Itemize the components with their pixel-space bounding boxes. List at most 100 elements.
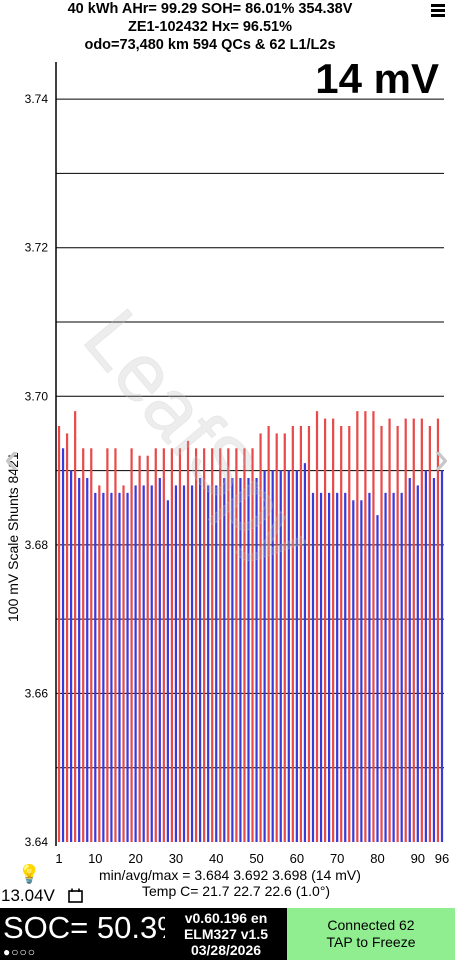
soc-readout: SOC= 50.3% (3, 910, 185, 945)
cell-bar-31 (178, 448, 182, 842)
cell-bar-4 (70, 470, 73, 842)
cell-bar-66 (319, 492, 323, 842)
cell-bar-84 (392, 492, 395, 842)
cell-bar-67 (323, 418, 327, 842)
cell-bar-79 (372, 411, 375, 842)
cell-bar-61 (299, 426, 302, 842)
cell-bar-9 (90, 448, 93, 842)
soc-panel[interactable]: SOC= 50.3% ●○○○ (0, 908, 185, 960)
cell-bar-1 (57, 426, 61, 842)
cell-bar-89 (412, 418, 415, 842)
cell-bar-51 (259, 433, 262, 842)
cell-bar-10 (94, 492, 97, 842)
cell-bar-17 (122, 485, 125, 842)
cell-bar-43 (227, 448, 230, 842)
version-panel: v0.60.196 en ELM327 v1.5 03/28/2026 (165, 908, 287, 960)
cell-bar-80 (376, 515, 379, 842)
app-version: v0.60.196 en (184, 910, 268, 926)
cell-bar-92 (424, 470, 427, 842)
x-tick-label: 60 (290, 851, 304, 866)
cell-bar-49 (251, 448, 254, 842)
x-tick-label: 40 (209, 851, 223, 866)
lightbulb-icon[interactable]: 💡 (18, 864, 41, 884)
cell-bar-85 (396, 426, 399, 842)
x-tick-label: 20 (128, 851, 142, 866)
cell-bar-56 (279, 470, 282, 842)
cell-bar-62 (303, 463, 307, 842)
cell-bar-90 (416, 485, 419, 842)
previous-screen-arrow-icon[interactable]: ‹ (4, 431, 20, 483)
x-tick-label: 80 (370, 851, 384, 866)
cell-bar-7 (82, 448, 85, 842)
cell-bar-93 (428, 426, 431, 842)
cell-bar-54 (271, 470, 274, 842)
calendar-icon[interactable] (68, 888, 83, 903)
bottom-status-bar: SOC= 50.3% ●○○○ v0.60.196 en ELM327 v1.5… (0, 908, 455, 960)
cell-bar-81 (380, 426, 383, 842)
cell-bar-78 (368, 492, 371, 842)
cell-bar-48 (247, 478, 250, 842)
x-tick-label: 70 (330, 851, 344, 866)
cell-bar-88 (408, 478, 411, 842)
cell-bar-3 (65, 433, 69, 842)
cell-bar-52 (263, 470, 266, 842)
cell-bar-72 (344, 492, 347, 842)
min-avg-max-text: min/avg/max = 3.684 3.692 3.698 (14 mV) (99, 867, 361, 883)
menu-icon[interactable] (431, 4, 445, 18)
cell-bar-32 (182, 485, 186, 842)
cell-bar-5 (74, 411, 77, 842)
cell-bar-35 (194, 448, 198, 842)
x-tick-label: 50 (249, 851, 263, 866)
cell-bar-15 (114, 448, 117, 842)
cell-bar-96 (440, 470, 444, 842)
cell-bar-86 (400, 492, 403, 842)
cell-bar-2 (61, 448, 65, 842)
leafspy-watermark: LeafSpy (66, 293, 329, 582)
chart-gridlines (56, 98, 444, 769)
cell-bar-60 (295, 470, 298, 842)
y-tick-label: 3.64 (25, 835, 49, 849)
header-battery-summary: 40 kWh AHr= 99.29 SOH= 86.01% 354.38V (67, 1, 353, 17)
y-tick-label: 3.68 (25, 538, 49, 552)
next-screen-arrow-icon[interactable]: › (433, 431, 449, 483)
header-odometer: odo=73,480 km 594 QCs & 62 L1/L2s (84, 37, 336, 53)
temperature-text: Temp C= 21.7 22.7 22.6 (1.0°) (142, 883, 331, 899)
y-axis-tick-labels: 3.64 3.66 3.68 3.70 3.72 3.74 (25, 92, 49, 849)
cell-bar-95 (436, 418, 440, 842)
cell-bar-19 (130, 448, 133, 842)
x-tick-label: 96 (435, 851, 449, 866)
cell-bar-36 (199, 478, 202, 842)
x-tick-label: 90 (411, 851, 425, 866)
cell-bar-16 (118, 492, 121, 842)
cell-bar-42 (223, 478, 226, 842)
header-vin-hx: ZE1-102432 Hx= 96.51% (127, 19, 293, 35)
cell-bar-55 (275, 433, 278, 842)
cell-bar-44 (231, 478, 234, 842)
voltage-spread-label: 14 mV (315, 55, 439, 102)
cell-bar-65 (315, 411, 319, 842)
cell-bar-39 (211, 448, 214, 842)
cell-bar-21 (138, 455, 141, 842)
y-axis-label: 100 mV Scale Shunts 8421 (5, 452, 21, 622)
cell-bar-29 (170, 448, 173, 842)
cell-bar-45 (235, 448, 238, 842)
cell-bar-74 (352, 500, 355, 842)
cell-bar-8 (86, 478, 89, 842)
cell-bar-22 (142, 485, 145, 842)
x-axis-tick-labels: 1 10 20 30 40 50 60 70 80 90 96 (55, 851, 449, 866)
cell-bar-12 (102, 492, 105, 842)
cell-bar-33 (186, 440, 190, 842)
cell-bar-26 (158, 478, 161, 842)
cell-bar-53 (267, 426, 270, 842)
cell-bar-20 (134, 485, 137, 842)
aux-battery-voltage: 13.04V (1, 886, 55, 905)
cell-bar-94 (432, 478, 436, 842)
cell-bar-57 (283, 433, 286, 842)
cell-bar-23 (146, 455, 149, 842)
page-indicator-dots: ●○○○ (3, 945, 36, 959)
connection-freeze-button[interactable]: Connected 62 TAP to Freeze (287, 908, 455, 960)
cell-bar-69 (332, 418, 335, 842)
cell-bar-70 (336, 492, 339, 842)
connection-status: Connected 62 (327, 917, 415, 933)
